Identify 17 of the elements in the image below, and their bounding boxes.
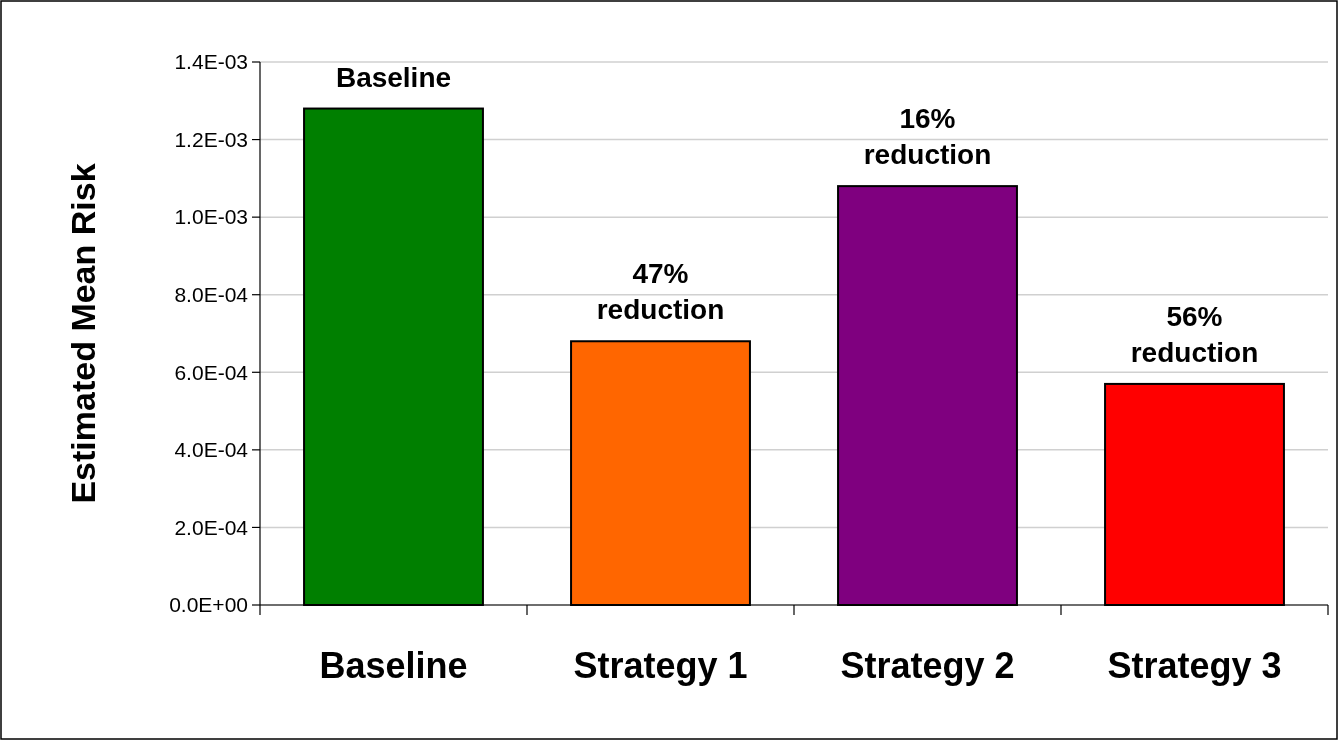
y-tick-label: 1.4E-03 [174,50,248,74]
annotation: 47% reduction [596,258,725,326]
x-tick-label: Strategy 1 [573,645,748,686]
x-tick-label: Strategy 2 [840,645,1015,686]
y-tick-label: 4.0E-04 [174,438,249,462]
annotation: 16% reduction [863,103,992,171]
y-tick-label: 6.0E-04 [174,360,249,384]
y-tick-label: 1.0E-03 [174,205,248,229]
y-tick-label: 2.0E-04 [174,515,249,539]
annotation: 56% reduction [1130,300,1259,368]
y-tick-label: 8.0E-04 [174,283,249,307]
annotation: Baseline [335,61,452,93]
y-axis-title: Estimated Mean Risk [64,163,102,504]
x-tick-label: Baseline [319,645,468,686]
y-tick-label: 1.2E-03 [174,127,248,151]
x-tick-label: Strategy 3 [1107,645,1282,686]
y-tick-label: 0.0E+00 [169,593,248,617]
